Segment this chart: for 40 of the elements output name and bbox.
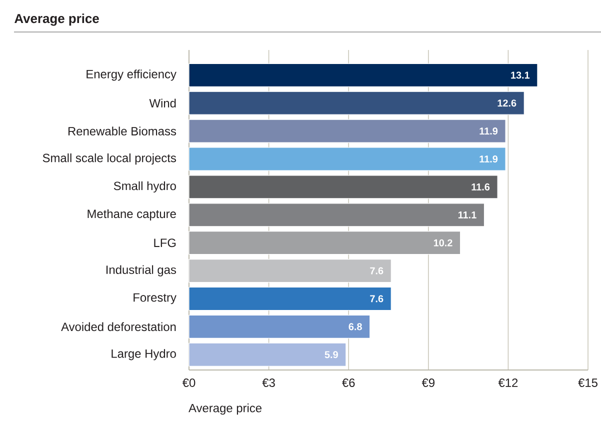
bar	[188, 147, 506, 171]
x-tick-label: €9	[422, 378, 434, 387]
x-axis-title: Average price	[188, 404, 262, 415]
y-tick-label: Renewable Biomass	[68, 126, 176, 136]
bar	[188, 63, 538, 87]
bar	[188, 286, 392, 311]
data-label: 11.9	[480, 155, 498, 163]
data-label: 7.6	[370, 267, 384, 274]
data-label: 10.2	[434, 239, 452, 246]
bar	[188, 314, 370, 338]
data-label: 11.1	[458, 211, 476, 218]
bar	[188, 342, 346, 366]
y-tick-label: Industrial gas	[106, 265, 176, 276]
data-label: 5.9	[324, 351, 338, 358]
bar	[188, 203, 485, 227]
y-tick-label: Large Hydro	[112, 349, 176, 360]
y-tick-label: Methane capture	[88, 209, 176, 220]
x-tick-label: €3	[262, 378, 275, 387]
data-label: 11.9	[480, 128, 498, 135]
data-label: 6.8	[348, 323, 362, 330]
x-tick-label: €15	[578, 378, 598, 387]
bar	[188, 175, 498, 199]
y-tick-label: Forestry	[134, 293, 176, 304]
data-label: 11.6	[472, 183, 490, 190]
y-tick-label: Avoided deforestation	[61, 322, 176, 332]
y-tick-label: LFG	[154, 238, 176, 248]
data-label: 7.6	[370, 295, 384, 302]
y-tick-label: Wind	[149, 98, 176, 108]
text: Average price	[14, 14, 99, 26]
bar	[188, 91, 524, 115]
bar	[188, 231, 461, 255]
y-tick-label: Small hydro	[114, 181, 176, 193]
data-label: 13.1	[511, 72, 530, 79]
x-tick-label: €0	[182, 378, 196, 387]
x-tick-label: €6	[342, 378, 355, 387]
y-tick-label: Small scale local projects	[42, 153, 176, 165]
bar	[188, 119, 506, 143]
data-label: 12.6	[498, 100, 516, 107]
x-tick-label: €12	[498, 378, 518, 387]
y-tick-label: Energy efficiency	[86, 70, 176, 81]
